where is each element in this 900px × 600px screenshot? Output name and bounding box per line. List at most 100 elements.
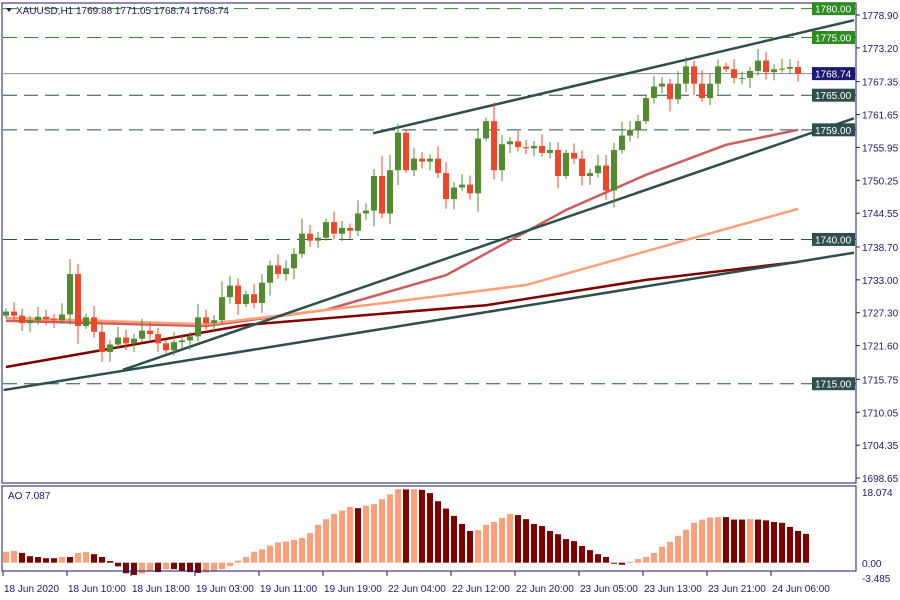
ao-bar [163,562,169,570]
x-tick-label: 23 Jun 13:00 [644,584,702,595]
candle-bull [339,227,345,234]
ao-bar [459,524,465,563]
candle-bull [411,158,417,171]
ao-bar [747,519,753,563]
ao-bar [787,526,793,563]
candle-bear [795,67,801,74]
ao-bar [579,546,585,563]
ao-bar [795,530,801,563]
ao-bar [627,561,633,563]
candle-bull [195,317,201,337]
candle-bear [51,319,57,321]
ao-bar [483,524,489,563]
price-tags: 1780.00 1775.00 1765.00 1759.00 1740.00 1715.… [812,2,855,391]
ao-tick-label: -3.485 [862,574,891,585]
ao-bar [451,515,457,563]
y-tick-label: 1704.35 [862,441,899,452]
candle-bull [459,184,465,188]
x-tick-label: 19 Jun 11:00 [260,584,318,595]
candle-bull [299,233,305,254]
level-tag-bg [812,31,855,45]
ao-tick-label: 18.074 [862,488,893,499]
ao-bar [491,522,497,563]
candle-bull [683,66,689,84]
ao-bar [723,517,729,563]
level-tag-bg [812,377,855,391]
candle-bull [115,337,121,345]
ao-bar [595,554,601,563]
ohlc-readout: 1769.88 1771.05 1768.74 1768.74 [76,6,229,17]
candles [3,49,801,363]
ao-bar [547,530,553,563]
candle-bull [187,336,193,341]
ao-bar [619,562,625,565]
ao-bar [59,557,65,563]
ao-bar [699,519,705,563]
candle-bull [635,121,641,130]
trendline-channel-bottom[interactable] [122,117,855,372]
candle-bull [547,150,553,153]
ao-bar [371,504,377,563]
candle-bull [499,144,505,171]
ao-bar [435,501,441,563]
ao-bar [11,550,17,563]
ao-bar [235,560,241,563]
trendline-channel-top[interactable] [372,18,855,135]
ma-line-MA50 [5,128,799,328]
x-tick-label: 22 Jun 20:00 [516,584,574,595]
trendline-lower-support[interactable] [3,251,855,392]
ao-bar [739,519,745,563]
level-tag-bg [812,232,855,246]
level-tag: 1765.00 [815,91,852,102]
ao-bar [307,532,313,563]
ao-bar [571,541,577,563]
candle-bear [163,343,169,351]
candle-bull [779,68,785,70]
x-tick-label: 24 Jun 06:00 [772,584,830,595]
candle-bull [363,210,369,214]
ao-bar [347,506,353,563]
candle-bull [715,66,721,84]
candle-bull [83,317,89,327]
candle-bear [123,337,129,344]
level-tag-bg [812,88,855,102]
y-tick-label: 1733.00 [862,276,899,287]
candle-bear [155,334,161,344]
candle-bear [11,311,17,316]
ao-bar [707,517,713,563]
x-tick-label: 18 Jun 10:00 [68,584,126,595]
candle-bull [595,165,601,174]
ao-bar [755,519,761,563]
candle-bear [147,330,153,335]
candle-bear [763,60,769,73]
ao-bar [75,552,81,563]
ao-bar [35,557,41,563]
collapse-triangle-icon[interactable] [6,8,12,12]
candle-bull [707,83,713,99]
ao-bar [259,549,265,563]
ao-bar [563,539,569,563]
ao-bar [155,562,161,573]
ao-bar [363,505,369,563]
ao-bar [539,526,545,563]
ao-bar [683,529,689,563]
ao-bar [283,541,289,563]
candle-bear [699,83,705,99]
ao-bar [51,558,57,563]
candle-bear [19,315,25,324]
ao-bar [195,562,201,573]
candle-bull [243,294,249,305]
ao-bar [107,561,113,563]
ao-bar [507,513,513,563]
trendlines[interactable] [3,18,855,392]
ao-bar [275,542,281,563]
level-tag-bg [812,123,855,137]
ao-bar [67,557,73,563]
ao-bar [499,517,505,563]
candle-bear [571,152,577,159]
ao-bar [771,522,777,563]
level-tag: 1715.00 [815,380,852,391]
candle-bull [619,135,625,151]
